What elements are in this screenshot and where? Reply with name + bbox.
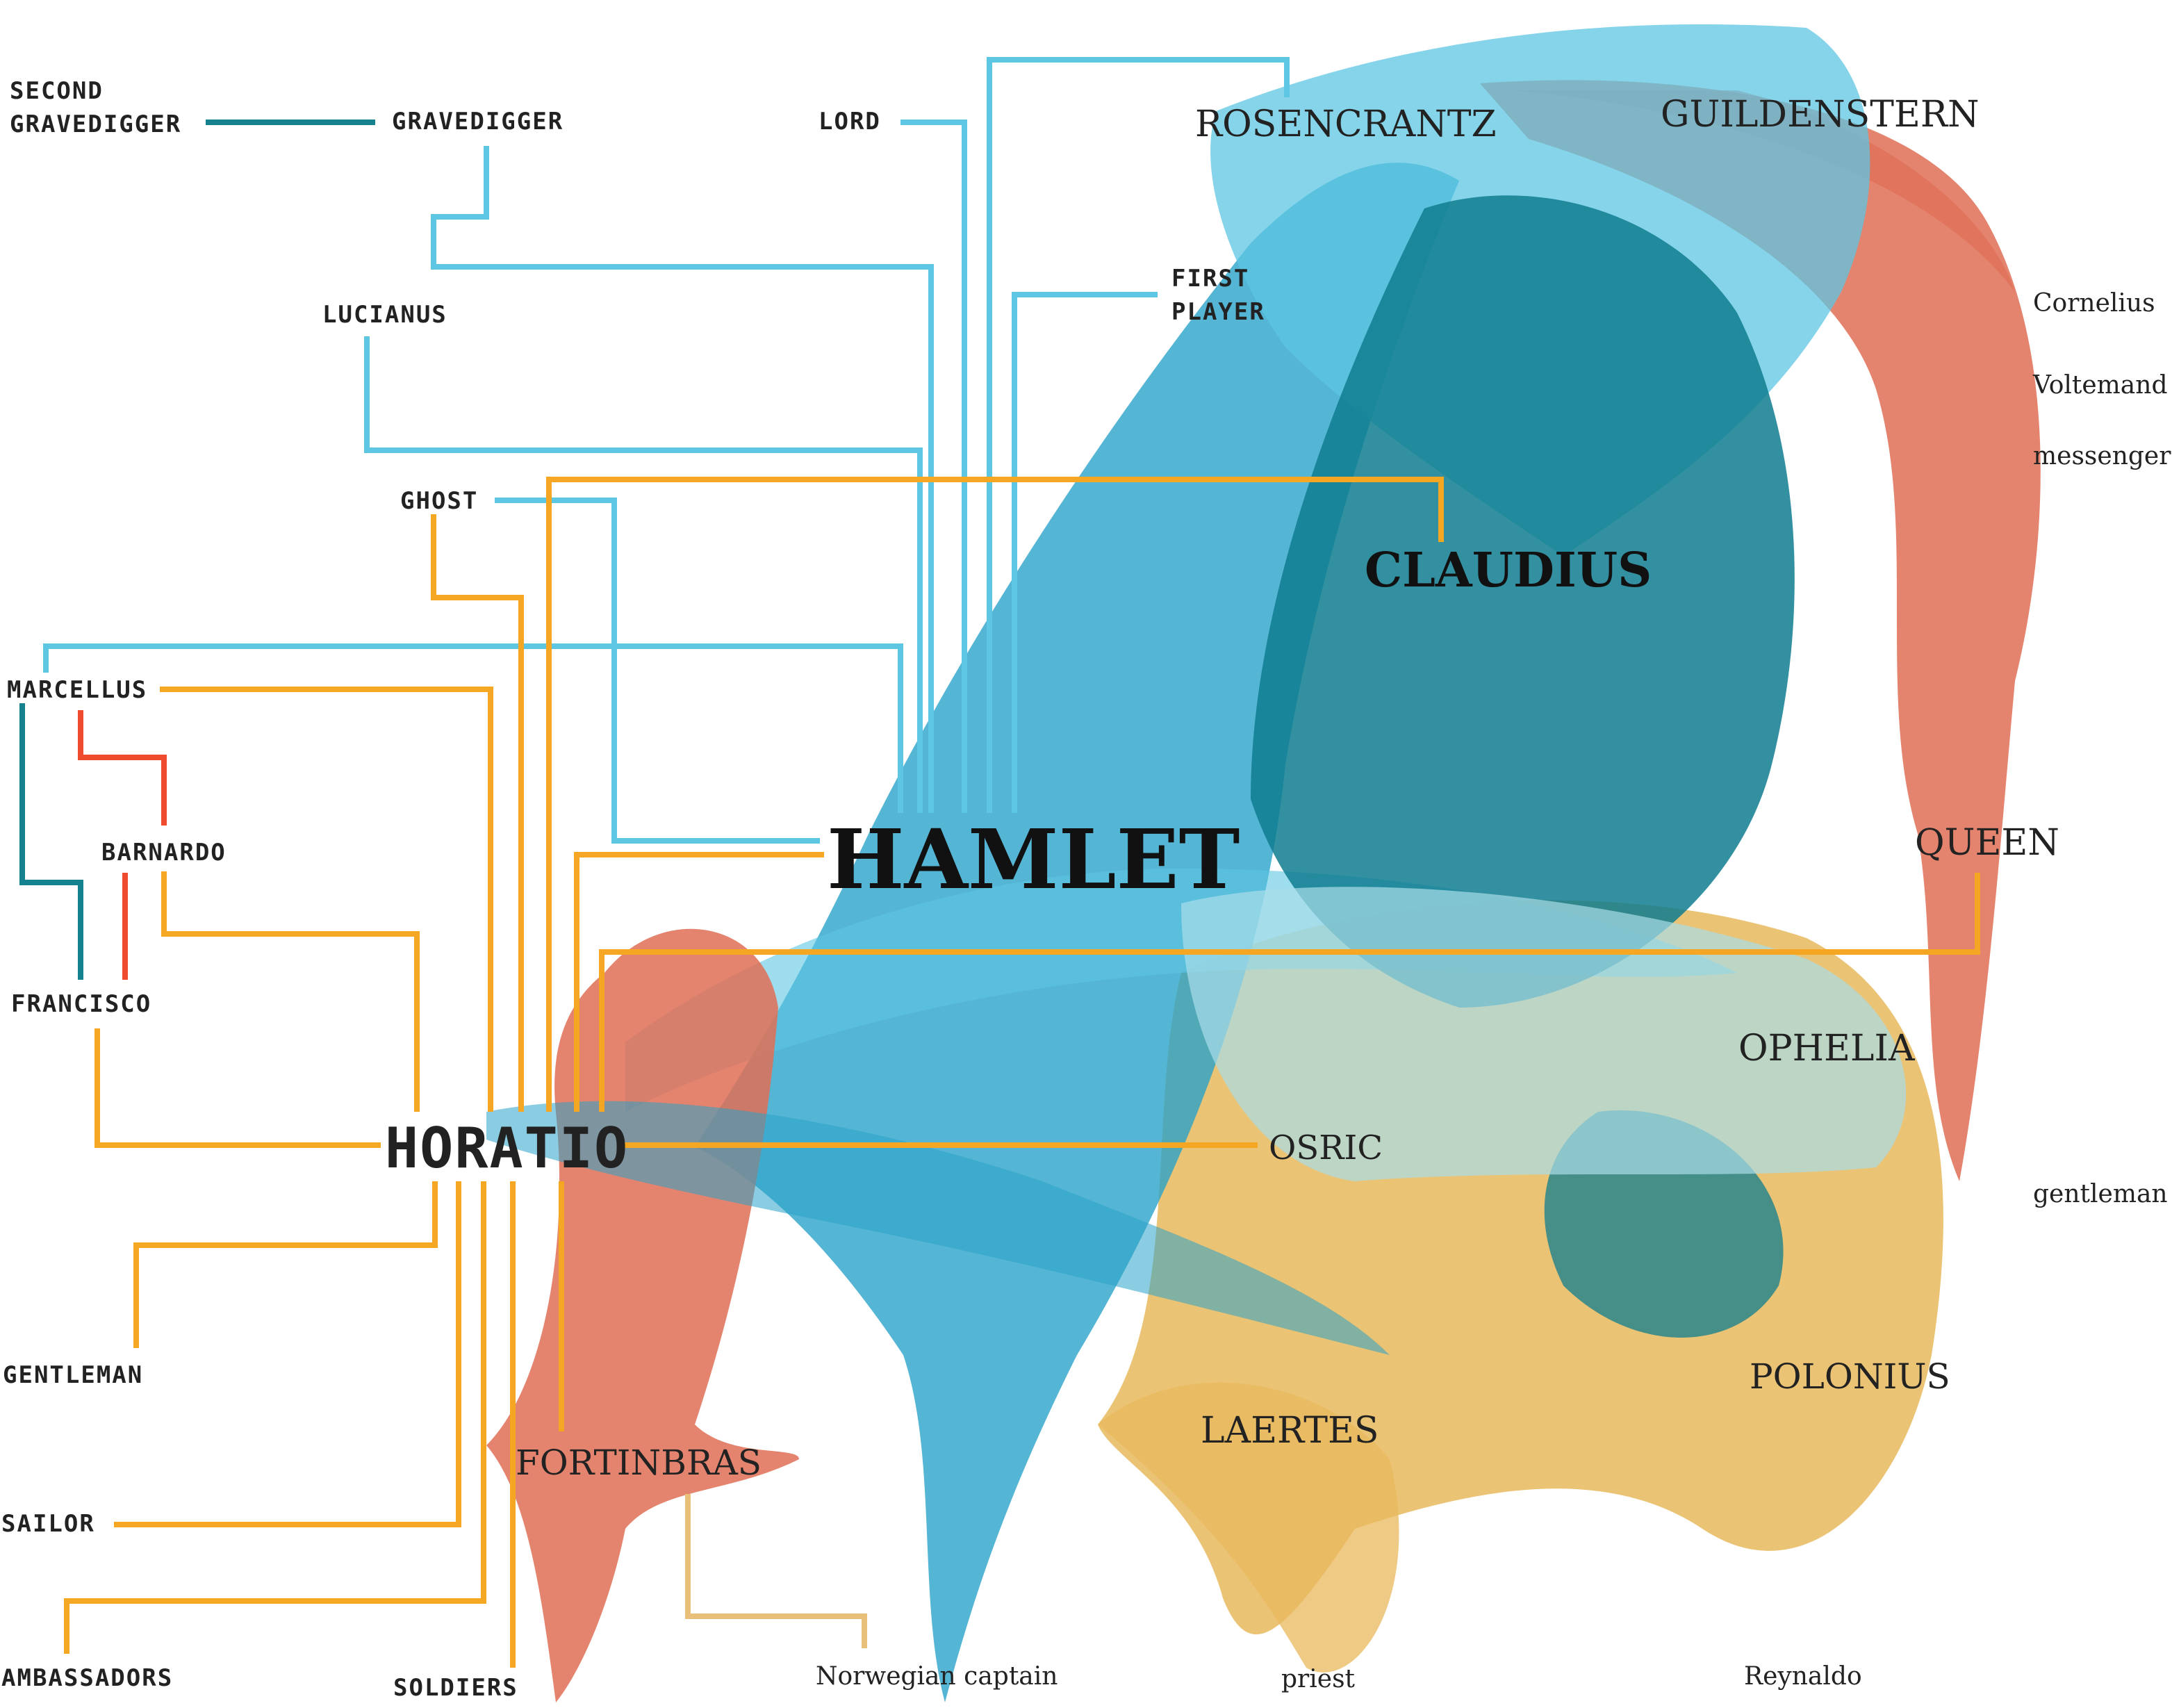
queen-brush-blob [1480,80,2041,1181]
label-rosencrantz: ROSENCRANTZ [1195,104,1497,145]
label-ambassadors: AMBASSADORS [1,1664,173,1692]
label-ghost: GHOST [400,487,478,515]
label-first-player-1: FIRST [1171,265,1249,293]
fortinbras-brush-blob [486,928,799,1702]
link-horatio-ambassadors [64,1181,486,1654]
horatio-blue-streak [486,1101,1390,1355]
link-firstplayer-hamlet [1012,292,1158,813]
label-claudius: CLAUDIUS [1365,543,1652,598]
link-marcellus-hamlet [43,643,903,813]
link-claudius-horatio [546,477,1444,1112]
label-laertes: LAERTES [1201,1410,1379,1452]
label-ophelia: OPHELIA [1738,1028,1916,1069]
label-norwegian-captain: Norwegian captain [816,1662,1058,1691]
link-horatio-sailor [114,1181,461,1527]
label-priest: priest [1281,1665,1356,1693]
label-lord: LORD [818,108,881,136]
label-messengers: messengers [2033,442,2172,470]
link-francisco-horatio [94,1028,381,1148]
label-first-player-2: PLAYER [1171,298,1265,326]
laertes-brush-blob [1098,1382,1399,1673]
label-guildenstern: GUILDENSTERN [1661,94,1980,136]
character-labels: HAMLET CLAUDIUS HORATIO ROSENCRANTZ GUIL… [1,77,2172,1702]
label-osric: OSRIC [1269,1128,1383,1167]
label-queen: QUEEN [1915,822,2059,864]
link-marcellus-barnardo [78,710,167,826]
label-soldiers: SOLDIERS [393,1674,518,1702]
claudius-brush-blob [1251,195,1795,1008]
label-voltemand: Voltemand [2032,371,2167,400]
label-gravedigger: GRAVEDIGGER [392,108,563,136]
label-lucianus: LUCIANUS [322,301,447,329]
brush-strokes [486,24,2041,1702]
link-rosencrantz-hamlet [987,57,1290,813]
label-fortinbras: FORTINBRAS [516,1443,762,1483]
label-polonius: POLONIUS [1750,1356,1950,1397]
label-gentleman-lower: gentleman [2033,1180,2168,1208]
link-gravedigger-hamlet [431,146,934,813]
label-reynaldo: Reynaldo [1744,1662,1862,1691]
label-barnardo: BARNARDO [101,839,227,867]
connector-lines [19,57,1980,1668]
label-second-gravedigger-1: SECOND [10,77,104,105]
link-marcellus-horatio [160,687,493,1112]
link-horatio-gentleman [133,1181,438,1348]
label-cornelius: Cornelius [2033,289,2155,318]
link-lord-hamlet [900,120,967,813]
ophelia-brush-blob [1181,887,1907,1181]
label-second-gravedigger-2: GRAVEDIGGER [10,110,181,138]
label-sailor: SAILOR [1,1510,95,1538]
link-lucianus-hamlet [364,336,923,813]
label-horatio: HORATIO [385,1116,629,1181]
label-hamlet: HAMLET [827,811,1240,908]
link-barnardo-horatio [161,871,420,1112]
link-marcellus-francisco [19,703,83,980]
link-fortinbras-captain [685,1494,867,1648]
label-francisco: FRANCISCO [11,990,151,1018]
label-gentleman-upper: GENTLEMAN [3,1361,143,1389]
link-queen-horatio [599,873,1980,1112]
link-hamlet-horatio [574,852,824,1112]
label-marcellus: MARCELLUS [7,676,147,704]
link-ghost-hamlet [495,498,820,844]
link-ghost-horatio [431,514,524,1112]
